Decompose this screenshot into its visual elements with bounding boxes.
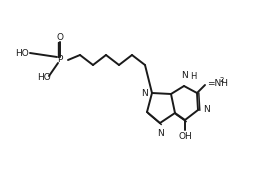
Text: =NH: =NH: [207, 79, 228, 88]
Text: H: H: [190, 72, 196, 81]
Text: N: N: [157, 129, 163, 138]
Text: O: O: [56, 33, 64, 42]
Text: N: N: [141, 89, 148, 98]
Text: 2: 2: [220, 77, 225, 83]
Text: N: N: [203, 105, 210, 114]
Text: OH: OH: [178, 132, 192, 141]
Text: N: N: [181, 71, 187, 80]
Text: HO: HO: [37, 73, 51, 82]
Text: P: P: [57, 56, 63, 65]
Text: HO: HO: [15, 49, 29, 57]
